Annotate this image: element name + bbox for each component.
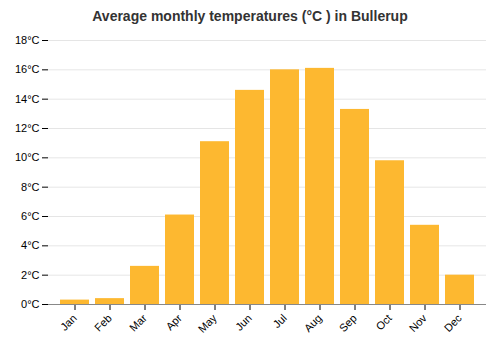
svg-text:Jul: Jul [270,312,288,330]
svg-text:8°C: 8°C [21,181,40,193]
svg-text:Dec: Dec [442,311,465,334]
svg-text:0°C: 0°C [21,298,40,310]
svg-text:12°C: 12°C [15,122,40,134]
svg-text:2°C: 2°C [21,269,40,281]
svg-text:16°C: 16°C [15,63,40,75]
svg-text:Jun: Jun [233,312,254,333]
svg-text:Sep: Sep [337,312,359,334]
svg-text:4°C: 4°C [21,239,40,251]
svg-text:Oct: Oct [373,312,394,333]
svg-text:Mar: Mar [127,312,149,334]
svg-text:Nov: Nov [407,311,430,334]
svg-text:May: May [196,311,220,335]
svg-text:14°C: 14°C [15,93,40,105]
svg-text:Apr: Apr [163,312,184,333]
svg-text:10°C: 10°C [15,151,40,163]
svg-text:Jan: Jan [58,312,79,333]
svg-text:Aug: Aug [302,312,324,334]
svg-text:6°C: 6°C [21,210,40,222]
svg-text:18°C: 18°C [15,34,40,46]
svg-text:Feb: Feb [92,312,114,334]
html-text:Average monthly temperatures (: Average monthly temperatures (°C ) in Bu… [92,8,408,24]
